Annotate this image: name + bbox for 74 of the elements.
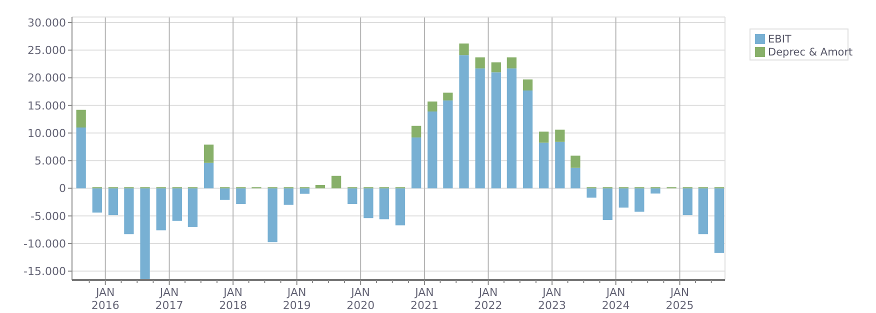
bar [220,188,230,200]
x-tick-label: JAN 2025 [666,286,694,312]
bar [379,188,389,220]
bar [570,156,580,168]
y-tick-label: -5.000 [30,210,66,223]
bar [172,188,182,221]
bar [506,68,517,188]
x-tick-label: JAN 2018 [219,286,248,312]
bar [76,110,86,128]
x-tick-label: JAN 2021 [410,286,439,312]
bar [491,62,501,72]
bar [539,142,549,188]
bar [443,100,453,188]
bar [698,188,708,234]
bar [76,128,86,188]
bar [348,188,358,204]
bar [108,188,118,216]
bar [714,188,724,253]
y-tick-label: 0 [59,182,66,196]
y-tick-label: 10.000 [28,126,66,140]
y-tick-label: 20.000 [28,72,66,85]
bar [586,188,596,198]
bar [602,188,612,220]
bar [522,79,533,90]
y-tick-label: -10.000 [24,237,66,250]
bar [506,57,517,68]
bar [284,188,294,205]
bar [395,188,406,226]
bar [650,188,660,194]
bar [204,162,214,188]
bar [300,188,310,194]
bar [236,188,246,204]
bar [364,188,374,218]
bar [443,92,453,100]
bar [92,188,102,213]
x-tick-label: JAN 2019 [282,286,311,312]
bar [570,168,580,188]
bar [428,102,438,112]
bar [204,144,214,163]
bar [156,188,166,230]
x-tick-label: JAN 2022 [474,286,502,312]
bar [268,188,278,242]
x-tick-label: JAN 2016 [91,286,120,312]
x-tick-label: JAN 2020 [346,286,375,312]
bar [475,68,485,188]
y-tick-label: -15.000 [24,265,66,278]
bar [555,130,565,142]
bar [634,188,644,212]
bar [140,188,150,280]
bar [555,142,565,188]
bar [539,132,549,143]
x-tick-label: JAN 2024 [602,286,630,312]
x-tick-label: JAN 2023 [538,286,566,312]
legend-label: EBIT [768,34,792,46]
legend-label: Deprec & Amort [768,46,853,59]
bar [459,55,469,188]
bar [331,176,342,188]
bar [475,57,485,68]
bar [428,111,438,188]
y-tick-label: 25.000 [28,44,66,57]
y-tick-label: 30.000 [28,16,66,30]
bar [412,137,422,188]
bar [412,126,422,138]
bar [315,184,326,188]
bar [491,72,501,188]
y-tick-label: 15.000 [28,99,66,112]
bar [682,188,692,216]
bar [618,188,628,208]
bar [459,44,469,56]
x-tick-label: JAN 2017 [155,286,184,312]
y-tick-label: 5.000 [34,154,66,168]
bar [124,188,134,234]
bar [522,90,533,188]
bar [188,188,198,227]
